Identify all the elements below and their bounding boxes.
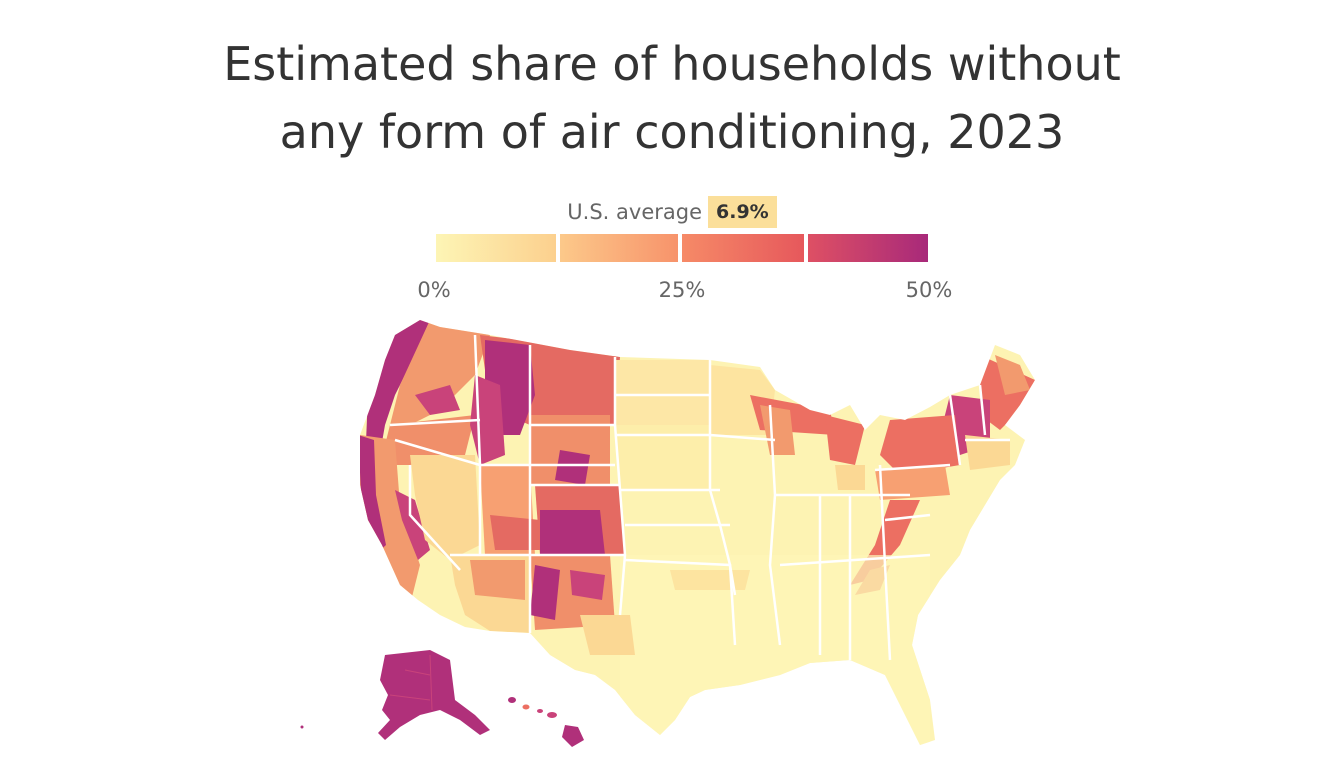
region-kansas-oklahoma-band (670, 570, 750, 590)
border-or-ca-nv (394, 438, 481, 467)
region-dakotas (615, 360, 710, 425)
region-wyoming-high (555, 450, 590, 485)
border-central-north-south (708, 360, 737, 646)
title-line-2: any form of air conditioning, 2023 (279, 105, 1065, 159)
legend-segment-3 (682, 234, 804, 262)
border-mississippi (768, 404, 782, 646)
region-southern-new-england (965, 435, 1010, 470)
region-arizona-north (470, 560, 525, 600)
legend-segment-4 (808, 234, 928, 262)
region-michigan-north (825, 415, 865, 465)
legend-segment-2 (560, 234, 678, 262)
region-utah-high (490, 515, 545, 550)
region-south (620, 555, 930, 745)
map-title: Estimated share of households without an… (0, 30, 1344, 166)
region-new-mexico-west (530, 565, 560, 620)
region-new-mexico-east (570, 570, 605, 600)
region-california-coast (360, 435, 386, 555)
color-legend (436, 234, 928, 262)
border-tn-south (779, 553, 931, 567)
legend-tick-25: 25% (658, 278, 706, 302)
us-average: U.S. average 6.9% (0, 196, 1344, 228)
region-michigan-south (835, 465, 865, 490)
region-new-york (880, 415, 960, 475)
border-va-nc (884, 513, 931, 522)
region-colorado-high (540, 510, 605, 555)
us-county-choropleth (300, 320, 1035, 747)
border-wa-or (389, 418, 481, 427)
us-average-label: U.S. average (567, 200, 702, 224)
region-oregon-cascades (415, 385, 460, 415)
border-mn-ia (709, 433, 776, 442)
region-wyoming (530, 415, 610, 485)
legend-tick-50: 50% (905, 278, 953, 302)
region-maine-north (995, 355, 1030, 395)
region-nebraska (615, 425, 710, 490)
region-pennsylvania (875, 465, 950, 500)
hawaii (508, 697, 584, 747)
region-wisconsin-north (760, 405, 795, 455)
border-vt-nh (948, 394, 962, 466)
border-ga-sc (878, 464, 892, 661)
title-line-1: Estimated share of households without (223, 37, 1121, 91)
region-sierra-nevada (395, 490, 430, 560)
border-nh-me (978, 384, 987, 436)
region-west-texas (580, 615, 635, 655)
border-ny-pa (874, 463, 951, 472)
alaska (300, 650, 490, 740)
us-average-badge: 6.9% (708, 196, 777, 228)
region-oregon (380, 415, 475, 465)
border-ca-nv (408, 465, 461, 571)
state-borders (389, 334, 1010, 661)
legend-segment-1 (436, 234, 556, 262)
region-washington (390, 320, 490, 425)
legend-tick-0: 0% (417, 278, 451, 302)
